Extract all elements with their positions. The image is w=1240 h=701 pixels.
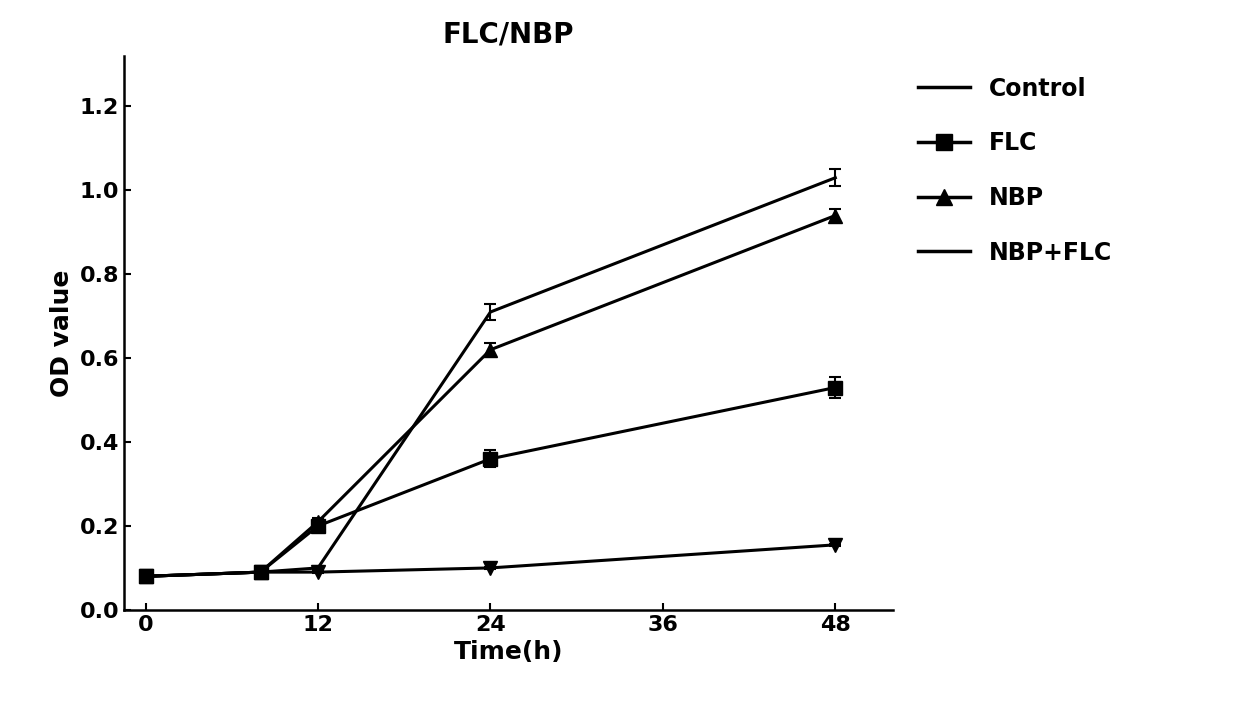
Title: FLC/NBP: FLC/NBP — [443, 20, 574, 48]
Legend: Control, FLC, NBP, NBP+FLC: Control, FLC, NBP, NBP+FLC — [908, 67, 1121, 274]
Y-axis label: OD value: OD value — [50, 269, 74, 397]
X-axis label: Time(h): Time(h) — [454, 640, 563, 665]
